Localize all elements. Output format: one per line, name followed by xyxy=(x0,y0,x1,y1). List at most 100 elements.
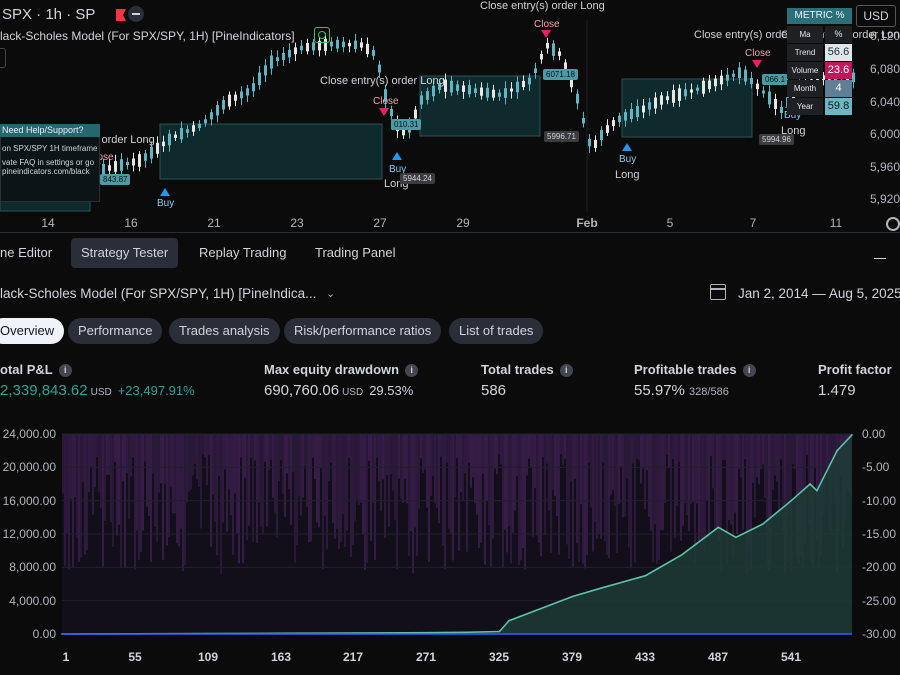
study-legend[interactable]: lack-Scholes Model (For SPX/SPY, 1H) [Pi… xyxy=(0,29,295,43)
collapse-panel-button[interactable] xyxy=(874,258,886,259)
drawdown-bar xyxy=(552,434,554,490)
candle-body xyxy=(630,108,633,120)
drawdown-bar xyxy=(408,434,410,556)
drawdown-bar xyxy=(474,434,476,504)
subtab-performance[interactable]: Performance xyxy=(68,318,163,344)
drawdown-bar xyxy=(138,434,140,560)
drawdown-bar xyxy=(66,434,68,533)
drawdown-bar xyxy=(478,434,480,549)
candle-body xyxy=(234,94,237,101)
panel-divider[interactable] xyxy=(0,232,900,233)
currency-button[interactable]: USD xyxy=(856,5,896,27)
drawdown-bar xyxy=(794,434,796,469)
tab-trading-panel[interactable]: Trading Panel xyxy=(315,245,396,260)
drawdown-bar xyxy=(738,434,740,469)
equity-chart-canvas[interactable] xyxy=(0,420,900,675)
candle-body xyxy=(132,158,135,166)
equity-point xyxy=(735,536,737,539)
drawdown-bar xyxy=(62,434,64,494)
drawdown-bar xyxy=(714,434,716,536)
candle-body xyxy=(750,78,753,84)
drawdown-bar xyxy=(274,434,276,513)
drawdown-bar xyxy=(666,434,668,456)
symbol-legend[interactable]: SPX · 1h · SP xyxy=(2,6,96,23)
drawdown-bar xyxy=(786,434,788,563)
calendar-icon[interactable] xyxy=(710,284,726,300)
drawdown-bar xyxy=(636,434,638,459)
candle-body xyxy=(528,77,531,85)
drawdown-bar xyxy=(424,434,426,470)
drawdown-bar xyxy=(132,434,134,458)
drawdown-bar xyxy=(684,434,686,504)
equity-chart[interactable] xyxy=(0,420,900,675)
drawdown-bar xyxy=(304,434,306,467)
chart-settings-gear-icon[interactable] xyxy=(886,217,900,231)
info-icon[interactable]: i xyxy=(58,364,72,377)
candle-body xyxy=(486,87,489,98)
drawdown-bar xyxy=(336,434,338,529)
drawdown-bar xyxy=(392,434,394,491)
drawdown-bar xyxy=(172,434,174,514)
candle-body xyxy=(102,163,105,176)
minus-circle-icon[interactable] xyxy=(128,6,144,22)
subtab-list-of-trades[interactable]: List of trades xyxy=(449,318,544,344)
tab-pine-editor[interactable]: ne Editor xyxy=(0,245,53,260)
subtab-overview[interactable]: Overview xyxy=(0,318,65,344)
info-icon[interactable]: i xyxy=(559,364,573,377)
candle-body xyxy=(294,47,297,55)
drawdown-bar xyxy=(170,434,172,488)
candle-body xyxy=(288,49,291,58)
drawdown-bar xyxy=(788,434,790,515)
drawdown-bar xyxy=(656,434,658,565)
strategy-name[interactable]: lack-Scholes Model (For SPX/SPY, 1H) [Pi… xyxy=(0,286,317,301)
subtab-risk-ratios[interactable]: Risk/performance ratios xyxy=(284,318,442,344)
tab-replay-trading[interactable]: Replay Trading xyxy=(199,245,287,260)
equity-point xyxy=(600,587,602,589)
date-range[interactable]: Jan 2, 2014 — Aug 5, 2025 xyxy=(738,286,900,301)
candle-body xyxy=(360,42,363,48)
drawdown-bar xyxy=(688,434,690,532)
date-axis-label: 16 xyxy=(124,216,138,230)
info-icon[interactable]: i xyxy=(405,364,419,377)
drawdown-bar xyxy=(822,434,824,516)
drawdown-bar xyxy=(276,434,278,538)
drawdown-bar xyxy=(672,434,674,460)
drawdown-bar xyxy=(484,434,486,565)
drawdown-bar xyxy=(442,434,444,546)
drawdown-bar xyxy=(602,434,604,463)
date-axis-label: 7 xyxy=(749,216,757,230)
chevron-down-icon[interactable]: ⌄ xyxy=(326,288,336,300)
drawdown-bar xyxy=(516,434,518,477)
drawdown-bar xyxy=(302,434,304,498)
flag-icon[interactable] xyxy=(116,9,126,21)
equity-y-label: 8,000.00 xyxy=(9,560,56,574)
candle-body xyxy=(708,80,711,90)
candle-body xyxy=(642,105,645,113)
drawdown-bar xyxy=(564,434,566,459)
candle-body xyxy=(576,93,579,104)
study-settings-icon[interactable] xyxy=(314,27,330,43)
drawdown-bar xyxy=(522,434,524,548)
subtab-trades-analysis[interactable]: Trades analysis xyxy=(169,318,280,344)
metric-value: 56.6 xyxy=(825,44,852,61)
price-tag: 5996.71 xyxy=(544,131,579,142)
info-icon[interactable]: i xyxy=(742,364,756,377)
drawdown-bar xyxy=(436,434,438,509)
drawdown-bar xyxy=(368,434,370,461)
buy-signal-label: Buy xyxy=(784,110,802,121)
drawdown-bar xyxy=(458,434,460,551)
price-chart[interactable] xyxy=(0,0,900,232)
date-axis-label: 14 xyxy=(41,216,55,230)
candle-body xyxy=(300,45,303,51)
candle-body xyxy=(684,89,687,97)
drawdown-bar xyxy=(678,434,680,462)
drawdown-bar xyxy=(658,434,660,560)
drawdown-bar xyxy=(476,434,478,515)
tab-strategy-tester[interactable]: Strategy Tester xyxy=(71,238,179,268)
drawdown-bar xyxy=(134,434,136,570)
drawdown-bar xyxy=(318,434,320,528)
drawdown-bar xyxy=(402,434,404,504)
help-link[interactable]: pineindicators.com/black xyxy=(2,167,90,176)
drawdown-bar xyxy=(82,434,84,483)
drawdown-bar xyxy=(644,434,646,510)
